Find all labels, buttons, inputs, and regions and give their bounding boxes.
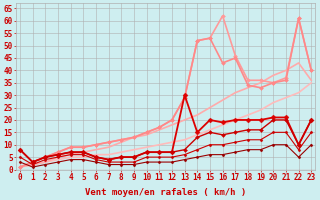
X-axis label: Vent moyen/en rafales ( km/h ): Vent moyen/en rafales ( km/h ) bbox=[85, 188, 246, 197]
